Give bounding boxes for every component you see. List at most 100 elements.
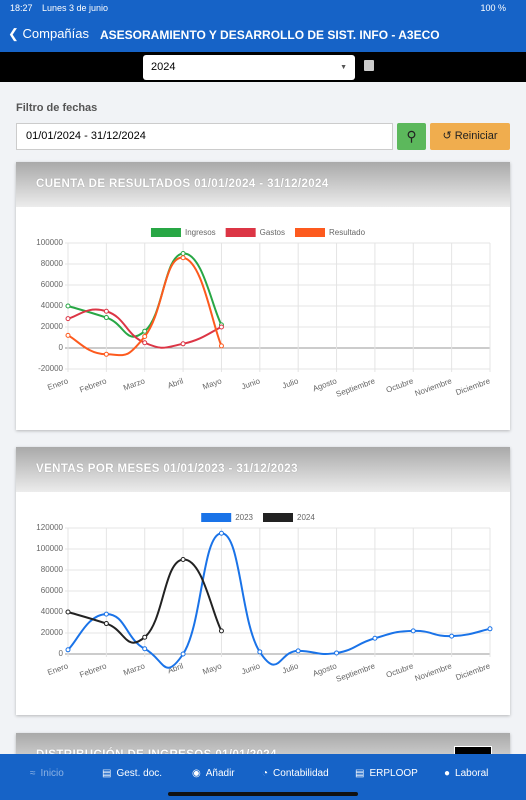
x-tick-label: Febrero [78, 376, 108, 394]
point [142, 340, 148, 346]
x-tick-label: Octubre [385, 661, 415, 679]
point [218, 628, 224, 634]
series-line [67, 558, 223, 644]
y-tick-label: 40000 [41, 607, 64, 616]
nav-item[interactable]: ◔ Contabilidad [262, 767, 329, 779]
x-tick-label: Enero [46, 661, 70, 677]
y-tick-label: 40000 [41, 301, 64, 310]
point [142, 634, 148, 640]
point [65, 332, 71, 338]
point [142, 333, 148, 339]
nav-label[interactable]: Inicio [40, 767, 64, 779]
y-tick-label: 80000 [41, 565, 64, 574]
reset-button[interactable]: ↺ Reiniciar [430, 123, 510, 150]
nav-item[interactable]: ≈ Inicio [30, 767, 64, 779]
x-tick-label: Marzo [122, 661, 146, 677]
x-tick-label: Junio [240, 376, 262, 391]
chart: 0 20000 40000 60000 80000 100000 120000 Enero Fe… [36, 513, 493, 684]
nav-item[interactable]: ▤ Gest. doc. [102, 767, 163, 779]
series-line [67, 256, 223, 357]
card-title: CUENTA DE RESULTADOS 01/01/2024 - 31/12/… [16, 162, 510, 207]
point [218, 324, 224, 330]
nav-item[interactable]: ▤ ERPLOOP [355, 767, 418, 779]
nav-item[interactable]: ◉ Añadir [192, 767, 235, 779]
legend-label: 2024 [297, 513, 315, 522]
point [180, 255, 186, 261]
legend-label: Ingresos [185, 228, 216, 237]
legend-swatch [225, 228, 256, 237]
y-tick-label: 0 [59, 649, 64, 658]
point [180, 251, 186, 256]
x-tick-label: Septiembre [335, 661, 377, 684]
x-tick-label: Diciembre [454, 376, 491, 397]
legend-label: Gastos [260, 228, 285, 237]
chart-card: VENTAS POR MESES 01/01/2023 - 31/12/2023… [16, 447, 510, 715]
x-tick-label: Abril [166, 376, 184, 390]
nav-label[interactable]: Laboral [455, 767, 489, 779]
x-tick-label: Enero [46, 376, 70, 392]
point [103, 351, 109, 357]
status-battery: 100 % [480, 3, 506, 13]
chart-card: CUENTA DE RESULTADOS 01/01/2024 - 31/12/… [16, 162, 510, 430]
point [103, 621, 109, 627]
date-range-input[interactable]: 01/01/2024 - 31/12/2024 [16, 123, 393, 150]
status-date: Lunes 3 de junio [42, 3, 109, 13]
home-indicator [168, 792, 358, 796]
point [180, 651, 186, 657]
nav-item[interactable]: ● Laboral [444, 767, 489, 779]
search-button[interactable]: ⚲ [397, 123, 426, 150]
point [410, 628, 416, 634]
point [65, 609, 71, 615]
point [142, 328, 148, 334]
x-tick-label: Febrero [78, 661, 108, 679]
y-tick-label: 120000 [36, 523, 63, 532]
filter-label: Filtro de fechas [16, 102, 98, 114]
x-tick-label: Octubre [385, 376, 415, 394]
x-tick-label: Marzo [122, 376, 146, 392]
y-tick-label: -20000 [38, 364, 63, 373]
point [257, 649, 263, 655]
nav-label[interactable]: ERPLOOP [369, 767, 418, 779]
point [65, 316, 71, 322]
back-button[interactable]: ❮ Compañías [8, 26, 89, 41]
point [142, 646, 148, 652]
nav-label[interactable]: Añadir [205, 767, 235, 779]
bottom-nav: ≈ Inicio ▤ Gest. doc. ◉ Añadir ◔ Contabi… [0, 754, 526, 800]
y-tick-label: 20000 [41, 628, 64, 637]
y-tick-label: 60000 [41, 586, 64, 595]
x-tick-label: Diciembre [454, 661, 491, 682]
point [372, 635, 378, 641]
x-tick-label: Noviembre [414, 661, 454, 683]
legend-label: Resultado [329, 228, 366, 237]
legend-swatch [263, 513, 293, 522]
point [218, 343, 224, 349]
point [180, 341, 186, 347]
x-tick-label: Julio [281, 376, 300, 390]
calendar-icon[interactable] [364, 60, 374, 71]
series-line [67, 532, 491, 669]
year-select[interactable]: 2024 ▼ [143, 55, 355, 80]
point [103, 315, 109, 321]
series-line [67, 252, 223, 338]
legend-swatch [201, 513, 232, 522]
point [180, 557, 186, 562]
nav-label[interactable]: Gest. doc. [116, 767, 163, 779]
y-tick-label: 80000 [41, 259, 64, 268]
point [449, 633, 455, 639]
card-title: VENTAS POR MESES 01/01/2023 - 31/12/2023 [16, 447, 510, 492]
y-tick-label: 100000 [36, 544, 63, 553]
x-tick-label: Mayo [201, 376, 223, 391]
point [334, 650, 340, 656]
x-tick-label: Junio [240, 661, 262, 676]
reset-label[interactable]: Reiniciar [454, 130, 498, 142]
legend-swatch [295, 228, 325, 237]
point [103, 611, 109, 617]
back-label[interactable]: Compañías [22, 26, 89, 41]
nav-label[interactable]: Contabilidad [273, 767, 329, 779]
point [65, 647, 71, 653]
point [487, 626, 493, 632]
header-title: ASESORAMIENTO Y DESARROLLO DE SIST. INFO… [100, 28, 440, 42]
y-tick-label: 0 [59, 343, 64, 352]
point [295, 648, 301, 654]
legend-label: 2023 [235, 513, 253, 522]
